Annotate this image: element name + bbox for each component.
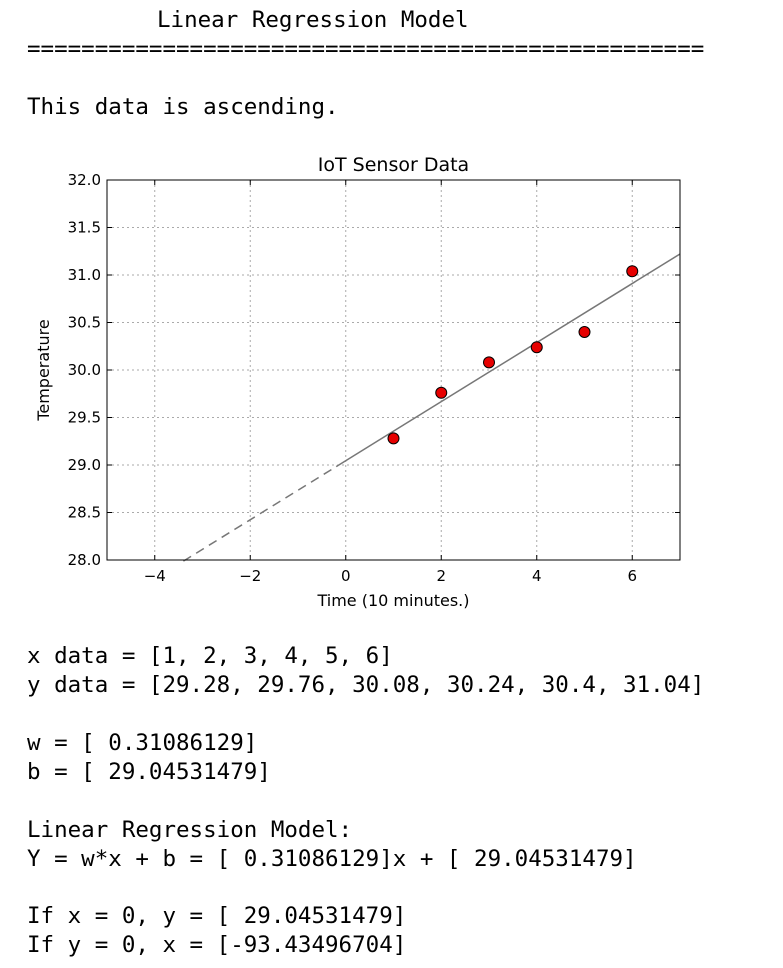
data-points — [387, 265, 639, 445]
y-tick-label: 30.0 — [68, 361, 101, 379]
y-tick-label: 29.0 — [68, 456, 101, 474]
data-point — [483, 356, 495, 369]
scatter-chart: −4 −2 0 2 4 6 28.0 28.5 29.0 29.5 30.0 30.5 31.0 31.5… — [34, 154, 681, 610]
x-tick-label: 2 — [436, 567, 446, 585]
trend-status: This data is ascending. — [27, 94, 339, 120]
y-tick-label: 28.5 — [68, 504, 101, 522]
regression-lines — [183, 253, 681, 562]
x-tick-label: 4 — [532, 567, 542, 585]
regression-extrapolation-line — [183, 465, 337, 562]
heading-separator: ========================================… — [27, 36, 705, 62]
data-point — [387, 432, 400, 445]
data-point — [435, 386, 448, 399]
y-axis-label: Temperature — [34, 319, 53, 421]
x-data-line: x data = [1, 2, 3, 4, 5, 6] — [27, 643, 393, 669]
y-tick-label: 29.5 — [68, 409, 101, 427]
x-tick-label: −4 — [144, 567, 166, 585]
data-point — [530, 341, 543, 354]
chart-title: IoT Sensor Data — [318, 154, 469, 176]
data-point — [626, 265, 639, 278]
y-tick-label: 30.5 — [68, 314, 101, 332]
regression-line — [335, 253, 681, 468]
axis-ticks: −4 −2 0 2 4 6 28.0 28.5 29.0 29.5 30.0 30.5 31.0 31.5… — [68, 171, 680, 585]
model-equation: Y = w*x + b = [ 0.31086129]x + [ 29.0453… — [27, 846, 637, 872]
weight-line: w = [ 0.31086129] — [27, 730, 258, 756]
x-tick-label: 6 — [627, 567, 637, 585]
x-axis-label: Time (10 minutes.) — [316, 591, 469, 610]
y-tick-label: 28.0 — [68, 551, 101, 569]
y-tick-label: 31.0 — [68, 266, 101, 284]
x-tick-label: 0 — [341, 567, 351, 585]
y-tick-label: 32.0 — [68, 171, 101, 189]
y-data-line: y data = [29.28, 29.76, 30.08, 30.24, 30… — [27, 672, 705, 698]
grid — [107, 179, 680, 561]
bias-line: b = [ 29.04531479] — [27, 759, 271, 785]
chart-container: −4 −2 0 2 4 6 28.0 28.5 29.0 29.5 30.0 30.5 31.0 31.5… — [20, 148, 700, 620]
y-tick-label: 31.5 — [68, 219, 101, 237]
page-heading: Linear Regression Model — [157, 7, 469, 33]
if-x-zero-line: If x = 0, y = [ 29.04531479] — [27, 903, 407, 929]
data-point — [578, 326, 591, 338]
if-y-zero-line: If y = 0, x = [-93.43496704] — [27, 932, 407, 958]
model-title: Linear Regression Model: — [27, 817, 353, 843]
x-tick-label: −2 — [239, 567, 261, 585]
